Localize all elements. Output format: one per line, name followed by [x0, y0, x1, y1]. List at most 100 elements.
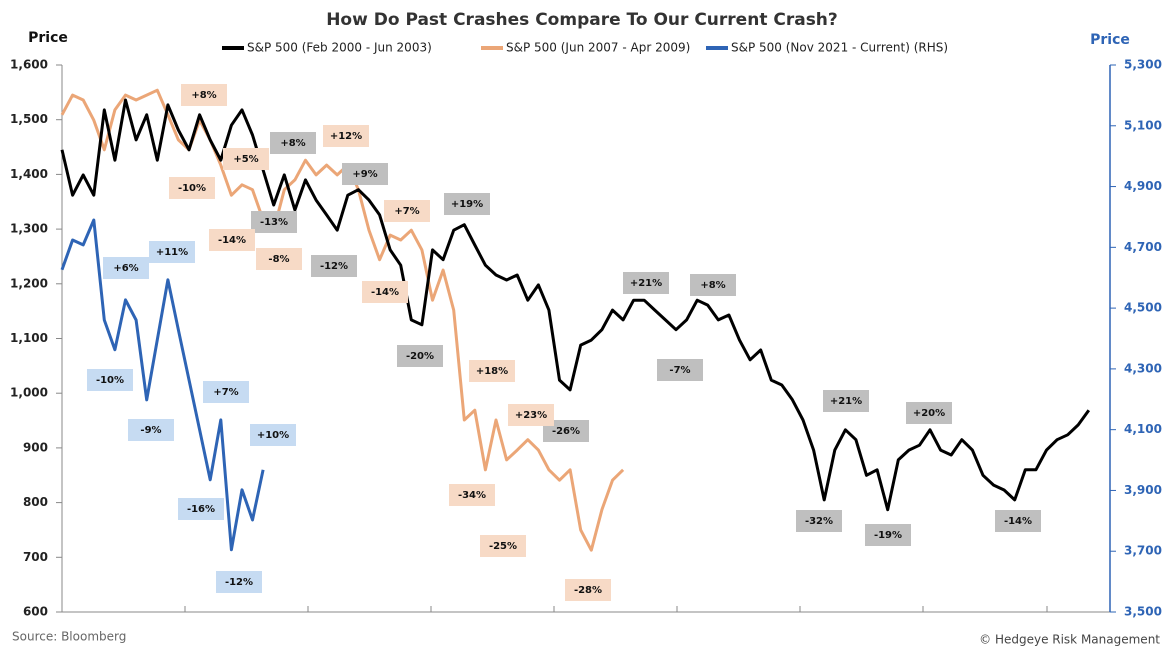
- annotation-box: [690, 274, 736, 296]
- annotation-box: [480, 535, 526, 557]
- annotation: +18%: [476, 366, 508, 377]
- annotation: +9%: [352, 169, 377, 180]
- legend-label: S&P 500 (Nov 2021 - Current) (RHS): [731, 41, 948, 55]
- y2-tick-label: 3,900: [1124, 483, 1162, 497]
- annotation-box: [223, 148, 269, 170]
- series-line: [60, 88, 625, 552]
- axes: [61, 65, 1111, 613]
- annotation-box: [623, 272, 669, 294]
- annotation-box: [469, 360, 515, 382]
- annotation-box: [103, 257, 149, 279]
- y-tick-label: 1,100: [10, 331, 48, 345]
- annotation-box: [216, 571, 262, 593]
- y2-tick-label: 4,100: [1124, 422, 1162, 436]
- y-tick-label: 700: [23, 550, 48, 564]
- series-line: [60, 98, 1091, 512]
- annotation: -26%: [552, 426, 580, 437]
- y2-tick-label: 4,700: [1124, 240, 1162, 254]
- annotation: +6%: [113, 263, 138, 274]
- annotation: -9%: [140, 425, 161, 436]
- annotation-box: [169, 177, 215, 199]
- annotation-box: [149, 241, 195, 263]
- chart-title: How Do Past Crashes Compare To Our Curre…: [326, 10, 838, 30]
- annotation: +20%: [913, 408, 945, 419]
- legend-label: S&P 500 (Jun 2007 - Apr 2009): [506, 41, 690, 55]
- annotation-box: [906, 402, 952, 424]
- credit: © Hedgeye Risk Management: [979, 633, 1160, 647]
- annotation: +7%: [394, 206, 419, 217]
- y2-axis-label: Price: [1090, 32, 1130, 48]
- y2-tick-label: 4,500: [1124, 301, 1162, 315]
- y-tick-label: 1,200: [10, 276, 48, 290]
- annotation: -32%: [805, 516, 833, 527]
- annotation: +11%: [156, 247, 188, 258]
- annotation: -34%: [458, 490, 486, 501]
- annotation: +21%: [830, 396, 862, 407]
- annotation: +10%: [257, 430, 289, 441]
- annotation: +8%: [700, 280, 725, 291]
- series-line: [60, 218, 265, 552]
- annotation: -12%: [320, 261, 348, 272]
- annotation-box: [508, 404, 554, 426]
- annotation-box: [256, 248, 302, 270]
- annotation: +23%: [515, 410, 547, 421]
- annotation: +8%: [280, 138, 305, 149]
- annotation: -16%: [187, 504, 215, 515]
- annotation-box: [203, 381, 249, 403]
- annotation: -7%: [669, 365, 690, 376]
- annotation-box: [565, 579, 611, 601]
- annotation-box: [796, 510, 842, 532]
- annotation-box: [250, 424, 296, 446]
- annotation: -28%: [574, 585, 602, 596]
- y-tick-label: 1,600: [10, 58, 48, 72]
- annotation-box: [362, 281, 408, 303]
- annotation: -14%: [1004, 516, 1032, 527]
- y-tick-label: 1,500: [10, 112, 48, 126]
- annotation-box: [209, 229, 255, 251]
- annotation-box: [311, 255, 357, 277]
- annotation: -8%: [268, 254, 289, 265]
- annotation: -12%: [225, 577, 253, 588]
- annotation-box: [657, 359, 703, 381]
- annotation: -25%: [489, 541, 517, 552]
- annotation-box: [444, 193, 490, 215]
- annotation-box: [397, 345, 443, 367]
- y-axis-label: Price: [28, 30, 68, 46]
- annotation-box: [181, 84, 227, 106]
- annotation-box: [995, 510, 1041, 532]
- y-tick-label: 800: [23, 495, 48, 509]
- annotation: -14%: [218, 235, 246, 246]
- annotation: +7%: [213, 387, 238, 398]
- annotation: -14%: [371, 287, 399, 298]
- annotation: -10%: [96, 375, 124, 386]
- annotation-box: [251, 211, 297, 233]
- source: Source: Bloomberg: [12, 630, 126, 644]
- y-tick-label: 1,300: [10, 222, 48, 236]
- y-tick-label: 1,000: [10, 386, 48, 400]
- annotation-box: [87, 369, 133, 391]
- annotation: +12%: [330, 131, 362, 142]
- y-tick-label: 1,400: [10, 167, 48, 181]
- annotation: +21%: [630, 278, 662, 289]
- annotation-box: [270, 132, 316, 154]
- annotation: -13%: [260, 217, 288, 228]
- annotation-box: [823, 390, 869, 412]
- annotation-box: [449, 484, 495, 506]
- y-tick-label: 900: [23, 440, 48, 454]
- y-tick-label: 600: [23, 605, 48, 619]
- annotation: -20%: [406, 351, 434, 362]
- annotation-box: [323, 125, 369, 147]
- y2-tick-label: 4,300: [1124, 361, 1162, 375]
- y2-tick-label: 3,500: [1124, 605, 1162, 619]
- annotation-box: [865, 524, 911, 546]
- annotation: +8%: [191, 90, 216, 101]
- annotation-box: [128, 419, 174, 441]
- annotation: +19%: [451, 199, 483, 210]
- y2-tick-label: 5,300: [1124, 58, 1162, 72]
- y2-tick-label: 4,900: [1124, 179, 1162, 193]
- annotation-box: [384, 200, 430, 222]
- annotation: -10%: [178, 183, 206, 194]
- annotation: -19%: [874, 530, 902, 541]
